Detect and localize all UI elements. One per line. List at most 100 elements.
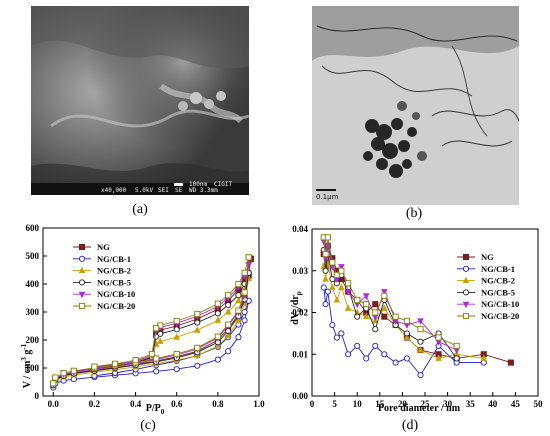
isotherm-series-ng-cb-1-point: [225, 348, 232, 355]
pore-size-series-ng-cb-2-point: [403, 333, 411, 341]
sem-wd: WD 3.3mm: [189, 187, 218, 194]
isotherm-series-ng-cb-20-point: [214, 300, 221, 307]
pore-size-series-ng-cb-1-point: [372, 342, 379, 349]
isotherm-series-ng-cb-1-point: [241, 317, 248, 324]
pore-size-xtick-label: 5: [332, 399, 337, 409]
pore-size-legend-marker: [462, 301, 470, 309]
isotherm-xtick-label: 0.8: [212, 399, 224, 409]
pore-size-ytick-label: 0.02: [292, 308, 308, 318]
pore-size-series-ng-cb-20-point: [329, 259, 336, 266]
sem-mode: SEI: [158, 187, 169, 194]
pore-size-series-ng-cb-5-point: [453, 355, 460, 362]
pore-size-series-ng-cb-2-point: [322, 275, 329, 282]
isotherm-series-ng-cb-20-point: [148, 350, 156, 358]
isotherm-series-ng-cb-20-point: [194, 310, 201, 318]
sem-info-bar: [31, 183, 249, 195]
isotherm-series-ng-cb-20-point: [153, 355, 160, 362]
sem-scale-label: 100nm: [189, 181, 208, 188]
pore-size-series-ng-cb-20-point: [363, 301, 370, 308]
pore-size-series-ng-cb-5-point: [403, 330, 410, 337]
pore-size-series-ng-cb-20-point: [381, 292, 388, 299]
pore-size-series-ng-cb-10-point: [338, 264, 345, 271]
pore-size-series-ng-cb-2-point: [362, 312, 370, 320]
pore-size-legend-marker: [462, 265, 470, 272]
pore-size-legend-marker: [462, 289, 470, 296]
pore-size-xtick-label: 45: [511, 399, 521, 409]
pore-size-series-ng-cb-10-line: [323, 241, 457, 351]
pore-size-xtick-label: 25: [421, 399, 431, 409]
isotherm-series-ng-cb-20-point: [111, 360, 119, 367]
pore-size-legend-marker: [462, 312, 470, 320]
pore-size-legend-marker: [462, 253, 470, 261]
isotherm-ytick-label: 100: [26, 363, 40, 373]
pore-size-series-ng-cb-1-point: [345, 351, 352, 358]
pore-size-series-ng-cb-1-point: [403, 355, 410, 362]
isotherm-xlabel: P/P0: [146, 403, 165, 416]
isotherm-series-ng-adsorption-line: [52, 258, 252, 385]
pore-size-legend-label: NG/CB-20: [481, 311, 519, 321]
isotherm-ytick-label: 400: [26, 279, 40, 289]
pore-size-series-ng-cb-10-point: [362, 293, 370, 300]
pore-size-ytick-label: 0.01: [292, 349, 308, 359]
pore-size-series-ng-cb-20-point: [392, 313, 399, 320]
pore-size-series-ng-cb-5-point: [354, 313, 361, 320]
isotherm-series-ng-cb-20-point: [241, 289, 248, 296]
pore-size-series-ng-cb-5-line: [323, 249, 457, 359]
pore-size-series-ng-cb-10-point: [344, 289, 352, 296]
pore-size-series-ng-point: [381, 313, 388, 320]
isotherm-series-ng-cb-5-adsorption-line: [52, 272, 250, 386]
tem-texture: [312, 6, 519, 205]
isotherm-series-ng-cb-20-point: [173, 350, 180, 358]
caption-b: (b): [405, 206, 423, 221]
pore-size-legend-label: NG/CB-10: [481, 299, 519, 309]
pore-size-ytick-label: 0.03: [292, 266, 308, 276]
pore-size-series-ng-cb-1-point: [324, 288, 331, 295]
isotherm-xtick-label: 0.0: [48, 399, 60, 409]
isotherm-series-ng-cb-2-point: [194, 326, 201, 333]
pore-size-series-ng-cb-1-point: [354, 342, 361, 349]
pore-size-series-ng-cb-2-point: [480, 354, 488, 361]
sem-image: x40,000 5.0kV SEI SE WD 3.3mm 100nm CIGI…: [31, 6, 249, 195]
pore-size-series-ng-cb-2-point: [338, 283, 345, 290]
pore-size-series-ng-cb-2-point: [417, 346, 424, 353]
pore-size-xtick-label: 10: [353, 399, 363, 409]
isotherm-series-ng-cb-20-point: [225, 292, 232, 299]
pore-size-xlabel: Pore diameter / nm: [378, 403, 461, 414]
caption-a: (a): [132, 202, 148, 217]
isotherm-series-ng-cb-2-point: [235, 316, 242, 323]
isotherm-series-ng-cb-20-point: [214, 333, 221, 340]
isotherm-series-ng-cb-5-point: [173, 326, 180, 333]
isotherm-legend-label: NG/CB-5: [97, 277, 131, 287]
tem-scale-bar: [316, 189, 336, 191]
isotherm-ytick-label: 300: [26, 307, 40, 317]
isotherm-legend-marker: [78, 255, 86, 262]
pore-size-series-ng-cb-10-point: [417, 318, 424, 325]
isotherm-series-ng-cb-1-point: [173, 366, 180, 373]
isotherm-ytick-label: 0: [35, 391, 40, 401]
isotherm-series-ng-cb-20-point: [153, 325, 160, 332]
isotherm-series-ng-cb-20-point: [225, 321, 232, 328]
pore-size-series-ng-cb-20-point: [435, 334, 442, 341]
pore-size-series-ng-cb-2-point: [333, 295, 341, 303]
isotherm-series-ng-cb-20-point: [235, 307, 242, 314]
isotherm-series-ng-cb-20-point: [91, 363, 98, 370]
pore-size-chart: 0 5 10 15 20 25 30 35 40 45 50 0.00 0.01 0.02 0.03 0.04…: [290, 224, 543, 433]
pore-size-series-ng-cb-20-point: [338, 267, 345, 274]
isotherm-legend-label: NG/CB-2: [97, 266, 131, 276]
isotherm-ytick-label: 600: [26, 223, 40, 233]
isotherm-series-ng-cb-2-point: [214, 316, 222, 323]
pore-size-series-ng-cb-20-point: [417, 326, 424, 333]
pore-size-series-ng-cb-20-point: [345, 280, 352, 287]
isotherm-legend-marker: [78, 266, 86, 274]
pore-size-xtick-label: 35: [466, 399, 476, 409]
pore-size-series-ng-cb-2-point: [329, 283, 336, 290]
isotherm-series-ng-cb-2-point: [157, 337, 164, 344]
isotherm-legend-label: NG/CB-20: [97, 301, 135, 311]
isotherm-series-ng-cb-2-point: [173, 333, 180, 340]
isotherm-series-ng-cb-20-point: [235, 280, 242, 288]
pore-size-legend-marker: [462, 276, 470, 284]
pore-size-series-ng-cb-1-point: [322, 301, 329, 308]
isotherm-series-ng-cb-1-point: [194, 362, 201, 369]
isotherm-series-ng-cb-5-point: [235, 292, 242, 299]
pore-size-series-ng-cb-20-point: [354, 296, 361, 304]
